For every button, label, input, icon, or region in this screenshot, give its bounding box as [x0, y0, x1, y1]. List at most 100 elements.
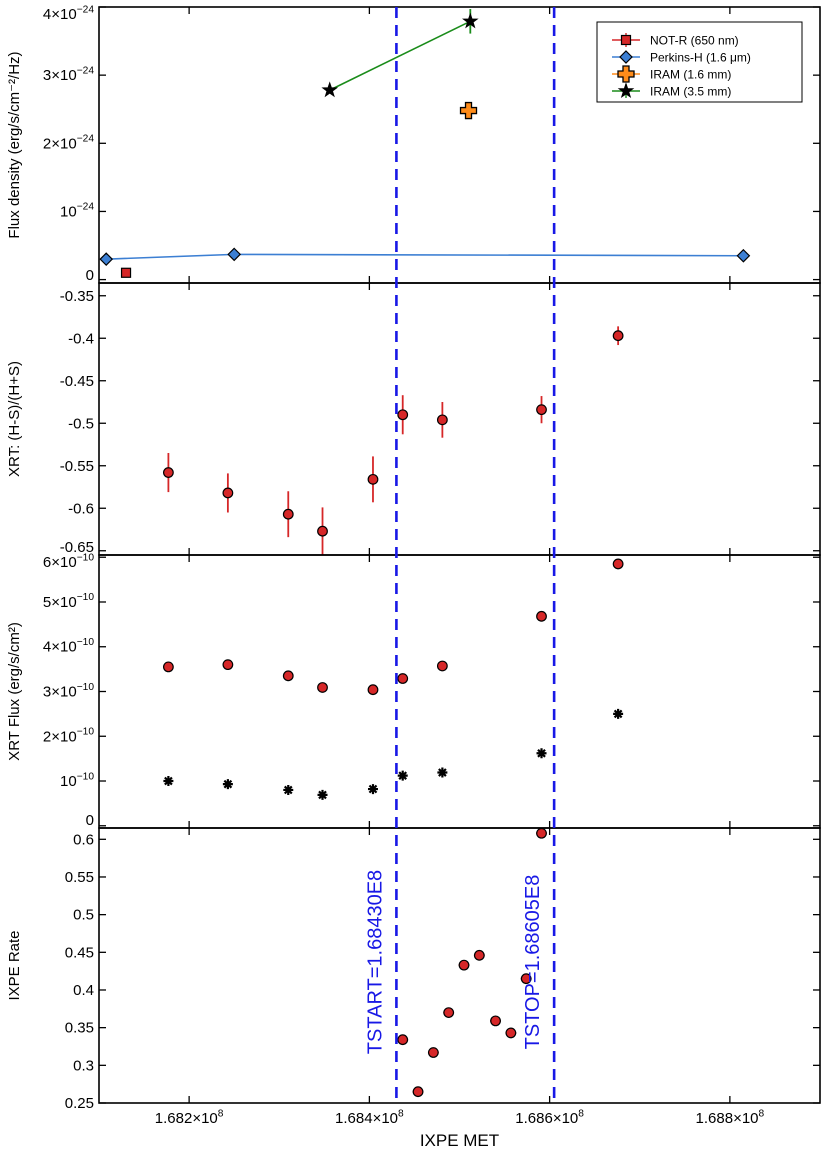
data-point: [412, 1086, 424, 1098]
y-tick-label: 6×10−10: [43, 552, 94, 571]
data-point: [536, 404, 547, 416]
y-tick-label: 10−24: [60, 202, 94, 221]
data-point: [367, 473, 379, 485]
panel-flux-density: 0 10−24 2×10−24 3×10−24 4×10−24 Flux density …: [6, 4, 821, 284]
y-tick-label: 0.35: [65, 1020, 94, 1037]
series-line: [329, 20, 471, 91]
data-point: [443, 1007, 455, 1018]
y-tick-label: 0: [86, 812, 94, 829]
y-tick-label: -0.5: [68, 415, 94, 432]
legend-label: NOT-R (650 nm): [650, 34, 739, 48]
series-total-flux: [162, 558, 624, 696]
y-tick-label: -0.45: [60, 373, 94, 390]
y-tick-label: -0.6: [68, 500, 94, 517]
data-point: [612, 330, 624, 342]
series-line: [106, 253, 744, 260]
data-point: [282, 670, 294, 682]
y-tick-label: 0.25: [65, 1095, 94, 1112]
series-xrt-hardness: [162, 326, 624, 555]
data-point: [317, 789, 328, 800]
data-point: [397, 673, 409, 684]
data-point: [397, 1034, 409, 1046]
y-tick-label: 3×10−10: [43, 682, 94, 701]
legend-marker: [617, 82, 635, 99]
y-tick-label: 0.45: [65, 944, 94, 961]
series-ixpe-rate: [397, 827, 547, 1098]
data-point: [397, 409, 409, 421]
y-axis-label: XRT Flux (erg/s/cm²): [6, 622, 23, 761]
y-tick-label: 10−10: [60, 771, 94, 790]
y-tick-label: 0.55: [65, 869, 94, 886]
data-point: [505, 1027, 517, 1039]
data-point: [222, 487, 234, 499]
data-point: [736, 248, 751, 263]
data-point: [163, 776, 174, 787]
legend-marker: [620, 34, 632, 46]
data-point: [536, 610, 547, 622]
panel-frame: [98, 554, 821, 829]
vline-label-tstop: TSTOP=1.68605E8: [522, 875, 544, 1050]
legend-label: Perkins-H (1.6 μm): [650, 51, 751, 65]
legend-label: IRAM (1.6 mm): [650, 68, 731, 82]
data-point: [490, 1015, 501, 1027]
data-point: [612, 558, 624, 570]
y-tick-label: -0.55: [60, 458, 94, 475]
x-tick-label: 1.682×108: [155, 1108, 224, 1127]
data-point: [437, 767, 448, 778]
data-point: [462, 12, 479, 29]
legend-marker: [619, 50, 633, 64]
series-perkins-h-1-6-m-: [99, 247, 751, 266]
y-tick-label: -0.4: [68, 330, 94, 347]
data-point: [536, 827, 547, 839]
data-point: [162, 661, 174, 673]
y-tick-label: 0.5: [73, 907, 94, 924]
data-point: [397, 770, 408, 781]
data-point: [459, 101, 478, 120]
data-point: [222, 779, 233, 790]
y-tick-label: 2×10−24: [43, 134, 94, 153]
x-tick-label: 1.688×108: [696, 1108, 765, 1127]
x-tick-label: 1.686×108: [515, 1108, 584, 1127]
data-point: [120, 267, 132, 278]
series-hard-flux: [163, 708, 624, 800]
y-tick-label: 0.6: [73, 831, 94, 848]
data-point: [282, 508, 294, 520]
y-tick-label: 0: [86, 267, 94, 284]
data-point: [321, 81, 339, 98]
y-axis-label: IXPE Rate: [6, 930, 23, 1000]
panel-frame: [98, 827, 821, 1104]
data-point: [99, 252, 114, 266]
y-axis-label: XRT: (H-S)/(H+S): [6, 361, 23, 477]
series-iram-3-5-mm-: [321, 9, 479, 98]
panel-hardness-ratio: -0.35 -0.4 -0.45 -0.5 -0.55 -0.6 -0.65 XRT: (H-…: [6, 282, 821, 556]
data-point: [317, 525, 328, 537]
data-point: [473, 949, 485, 961]
legend-marker: [617, 65, 635, 83]
data-point: [613, 708, 624, 719]
data-point: [427, 1047, 439, 1058]
series-not-r-650-nm-: [120, 267, 132, 278]
vline-label-tstart: TSTART=1.68430E8: [364, 870, 386, 1054]
y-tick-label: 4×10−24: [43, 4, 94, 23]
legend-label: IRAM (3.5 mm): [650, 85, 731, 99]
data-point: [227, 247, 242, 262]
data-point: [367, 784, 378, 795]
data-point: [162, 467, 174, 478]
data-point: [222, 659, 234, 671]
y-tick-label: -0.35: [60, 288, 94, 305]
panel-ixpe-rate: 0.25 0.3 0.35 0.4 0.45 0.5 0.55 0.6 IXPE Rate: [6, 827, 821, 1112]
data-point: [436, 414, 448, 426]
y-tick-label: 2×10−10: [43, 727, 94, 746]
data-point: [458, 959, 470, 971]
x-tick-label: 1.684×108: [335, 1108, 404, 1127]
y-tick-label: 0.3: [73, 1057, 94, 1074]
data-point: [520, 973, 532, 985]
y-axis-label: Flux density (erg/s/cm⁻²/Hz): [6, 51, 23, 238]
series-iram-1-6-mm-: [459, 101, 478, 120]
panel-xrt-flux: 0 10−10 2×10−10 3×10−10 4×10−10 5×10−10 6×10−1…: [6, 552, 821, 829]
y-tick-label: 5×10−10: [43, 592, 94, 611]
y-tick-label: 3×10−24: [43, 65, 94, 84]
y-tick-label: 0.4: [73, 982, 94, 999]
data-point: [367, 684, 379, 696]
